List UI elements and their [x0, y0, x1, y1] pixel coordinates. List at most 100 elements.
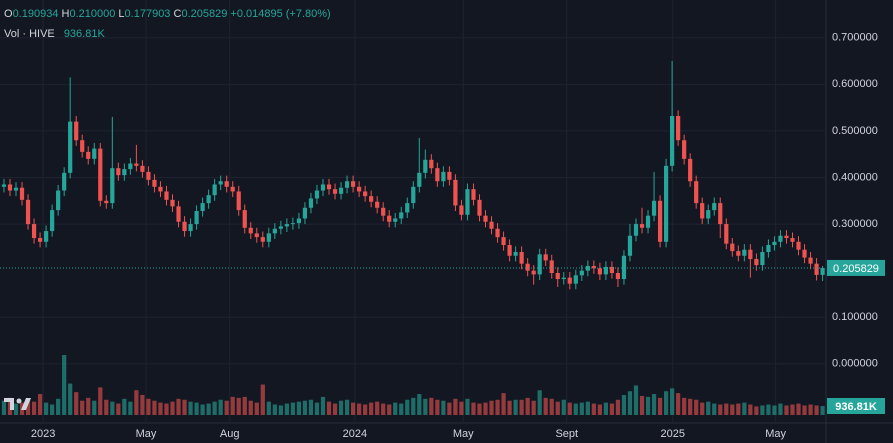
- candle-body: [31, 224, 37, 239]
- candle-body: [718, 203, 723, 225]
- volume-bar: [567, 402, 572, 415]
- volume-bar: [663, 391, 669, 415]
- volume-bar: [338, 400, 344, 415]
- volume-bar: [549, 398, 554, 415]
- volume-bar: [128, 401, 133, 415]
- volume-bar: [657, 397, 663, 415]
- candle-body: [423, 159, 428, 173]
- volume-bar: [320, 396, 326, 415]
- volume-bar: [399, 403, 404, 415]
- volume-bar: [814, 405, 819, 415]
- y-tick-label: 0.100000: [832, 311, 878, 323]
- candle-body: [170, 199, 175, 207]
- volume-bar: [37, 394, 43, 415]
- candle-body: [742, 249, 747, 256]
- candle-body: [639, 224, 645, 228]
- volume-bar: [350, 402, 356, 415]
- volume-bar: [357, 403, 362, 415]
- volume-bar: [206, 403, 211, 415]
- volume-bar: [633, 385, 639, 415]
- ohlc-legend: O0.190934 H0.210000 L0.177903 C0.205829 …: [4, 8, 331, 20]
- candle-body: [585, 266, 590, 271]
- volume-bar: [682, 397, 687, 415]
- volume-bar: [296, 401, 302, 415]
- volume-bar: [820, 406, 825, 415]
- volume-bar: [639, 395, 645, 415]
- volume-bar: [748, 404, 753, 415]
- volume-bar: [796, 403, 801, 415]
- volume-bar: [766, 404, 771, 415]
- low-key: L: [118, 8, 124, 20]
- volume-bar: [266, 401, 271, 415]
- volume-bar: [591, 403, 596, 415]
- candle-body: [802, 249, 807, 258]
- candle-body: [116, 168, 121, 176]
- volume-bar: [411, 397, 416, 415]
- candle-body: [694, 181, 699, 204]
- volume-bar: [290, 402, 296, 415]
- volume-bar: [651, 394, 657, 415]
- open-key: O: [4, 8, 13, 20]
- volume-bar: [742, 402, 747, 415]
- candle-body: [86, 151, 91, 159]
- volume-legend: Vol · HIVE 936.81K: [4, 28, 105, 40]
- candle-body: [44, 231, 49, 242]
- candle-body: [308, 198, 314, 208]
- candle-body: [748, 249, 753, 260]
- candle-body: [224, 181, 229, 187]
- candle-body: [56, 190, 61, 211]
- volume-bar: [31, 401, 37, 415]
- volume-bar: [694, 399, 699, 415]
- volume-bar: [387, 404, 392, 415]
- volume-bar: [393, 402, 398, 415]
- candle-body: [254, 233, 259, 238]
- candle-body: [302, 207, 308, 219]
- candle-body: [501, 237, 506, 246]
- volume-bar: [363, 404, 368, 415]
- volume-bar: [152, 400, 157, 415]
- candle-body: [206, 195, 211, 204]
- volume-bar: [579, 402, 584, 415]
- candle-body: [483, 215, 488, 222]
- candle-body: [670, 115, 675, 166]
- candle-body: [429, 159, 434, 169]
- candle-body: [784, 235, 789, 239]
- y-tick-label: 0.300000: [832, 218, 878, 230]
- candle-body: [104, 200, 109, 204]
- volume-bar: [808, 404, 813, 415]
- volume-bar: [790, 404, 795, 415]
- volume-bar: [188, 401, 193, 415]
- y-tick-label: 0.600000: [832, 78, 878, 90]
- candle-body: [760, 252, 765, 266]
- candle-body: [772, 241, 777, 246]
- volume-bar: [597, 404, 602, 415]
- candle-body: [200, 203, 205, 212]
- volume-value: 936.81K: [64, 28, 106, 40]
- candle-body: [13, 187, 19, 191]
- candle-body: [435, 168, 440, 182]
- volume-bar: [609, 403, 615, 415]
- volume-bar: [170, 401, 175, 415]
- volume-bar: [284, 403, 289, 415]
- volume-bar: [760, 405, 765, 415]
- candle-body: [706, 210, 711, 219]
- volume-bar: [218, 399, 223, 415]
- candle-body: [242, 210, 247, 228]
- volume-bar: [7, 397, 13, 415]
- volume-bar: [164, 403, 169, 415]
- volume-bar: [62, 355, 67, 415]
- y-tick-label: 0.700000: [832, 32, 878, 44]
- volume-bar: [531, 400, 536, 415]
- volume-bar: [417, 394, 422, 415]
- volume-bar: [375, 401, 380, 415]
- candle-body: [543, 254, 548, 261]
- candle-body: [597, 268, 602, 275]
- volume-bar: [98, 387, 103, 415]
- candle-body: [248, 227, 253, 234]
- candle-body: [754, 259, 759, 266]
- x-tick-label: Sept: [555, 428, 578, 440]
- volume-bar: [25, 399, 31, 415]
- volume-bar: [453, 398, 458, 415]
- candle-body: [260, 237, 265, 242]
- candle-body: [369, 196, 374, 202]
